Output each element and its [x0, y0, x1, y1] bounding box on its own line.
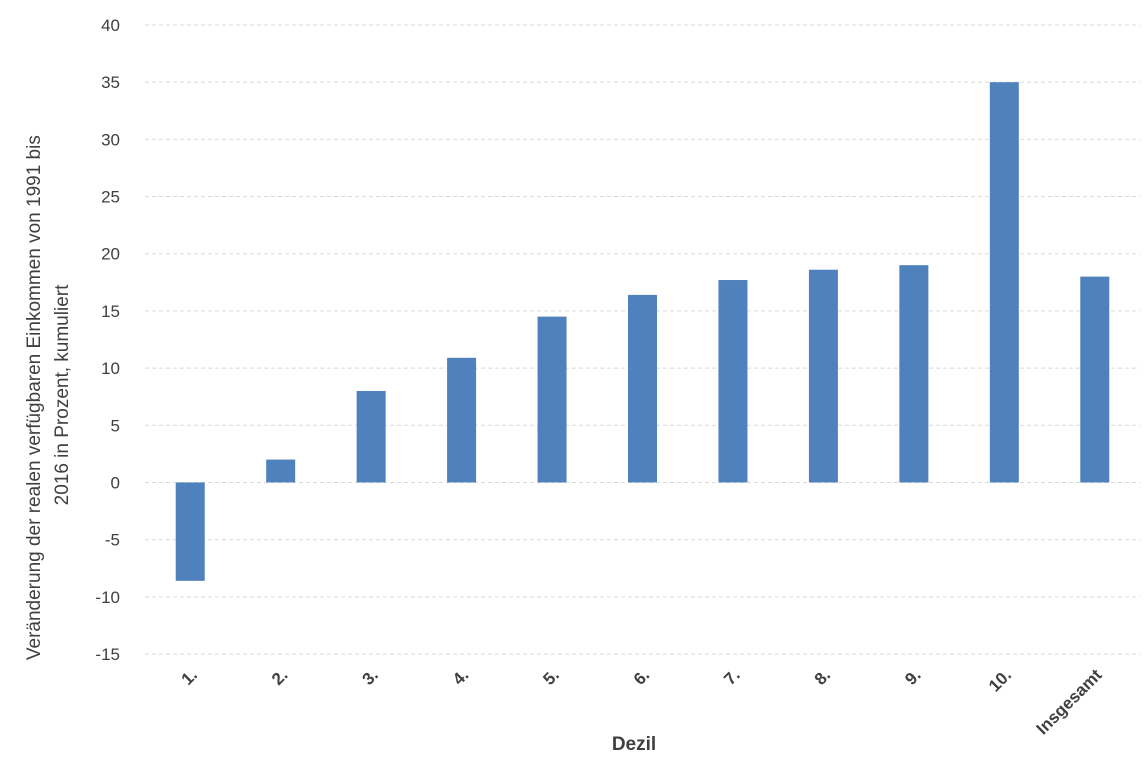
y-tick-label: -5 [105, 531, 120, 550]
bar [266, 459, 296, 483]
y-axis-title-line-1: Veränderung der realen verfügbaren Einko… [24, 135, 45, 660]
y-tick-label: 40 [101, 16, 120, 35]
y-tick-label: 25 [101, 188, 120, 207]
bar [718, 280, 748, 483]
x-tick-label: 9. [901, 665, 924, 688]
y-axis-title: Veränderung der realen verfügbaren Einko… [24, 130, 73, 660]
bar [808, 269, 838, 483]
x-tick-label: 5. [539, 665, 562, 688]
x-axis-title: Dezil [612, 734, 656, 755]
y-tick-label: 35 [101, 73, 120, 92]
y-tick-label: 20 [101, 245, 120, 264]
x-tick-label: 2. [268, 665, 291, 688]
x-axis-ticks: 1. 2. 3. 4. 5. 6. 7. 8. 9. 10. Insgesamt [178, 665, 1106, 738]
y-tick-label: 15 [101, 302, 120, 321]
x-tick-label: 6. [630, 665, 653, 688]
y-tick-label: 30 [101, 130, 120, 149]
y-tick-label: 10 [101, 359, 120, 378]
x-tick-label: 3. [358, 665, 381, 688]
bar [537, 316, 567, 483]
bar [356, 390, 386, 483]
x-tick-label: 10. [985, 665, 1015, 695]
y-tick-label: 0 [111, 473, 120, 492]
x-tick-label: 1. [178, 665, 201, 688]
x-tick-label: 8. [811, 665, 834, 688]
bars [175, 82, 1110, 581]
x-tick-label: Insgesamt [1033, 665, 1106, 738]
bar [989, 82, 1019, 483]
y-axis-ticks: 40 35 30 25 20 15 10 5 0 -5 -10 -15 [95, 16, 120, 664]
y-axis-title-line-2: 2016 in Prozent, kumuliert [52, 284, 73, 505]
bar [628, 294, 657, 483]
x-tick-label: 7. [720, 665, 743, 688]
bar [1080, 276, 1110, 483]
x-tick-label: 4. [449, 665, 472, 688]
bar [175, 482, 205, 581]
bar [447, 357, 477, 483]
y-tick-label: -15 [95, 645, 120, 664]
bar [899, 265, 929, 483]
y-tick-label: -10 [95, 588, 120, 607]
y-tick-label: 5 [111, 416, 120, 435]
